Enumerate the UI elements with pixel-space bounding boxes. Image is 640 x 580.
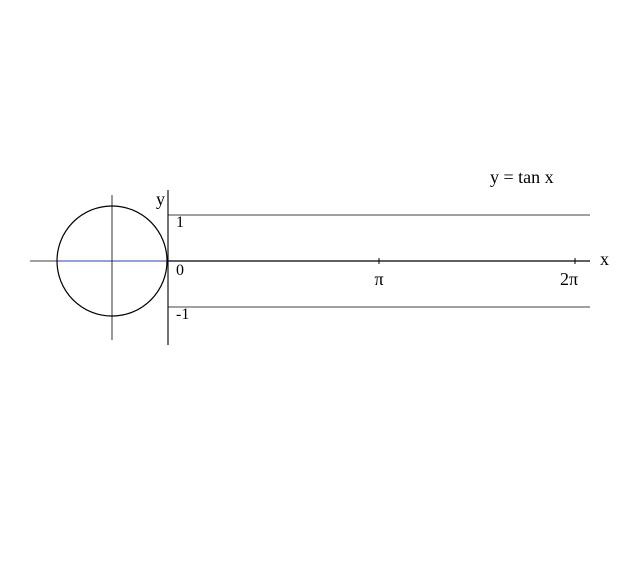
tick-1-label: 1 (176, 215, 184, 231)
y-axis-label: y (156, 190, 165, 208)
tick-pi-label: π (374, 270, 383, 288)
equation-label: y = tan x (490, 168, 554, 186)
tick-2pi-label: 2π (560, 270, 578, 288)
x-axis-label: x (600, 250, 609, 268)
tick-neg1-label: -1 (176, 307, 189, 323)
diagram-svg (0, 0, 640, 580)
tick-0-label: 0 (176, 263, 184, 279)
diagram-canvas: y = tan x x y 0 1 -1 π 2π (0, 0, 640, 580)
